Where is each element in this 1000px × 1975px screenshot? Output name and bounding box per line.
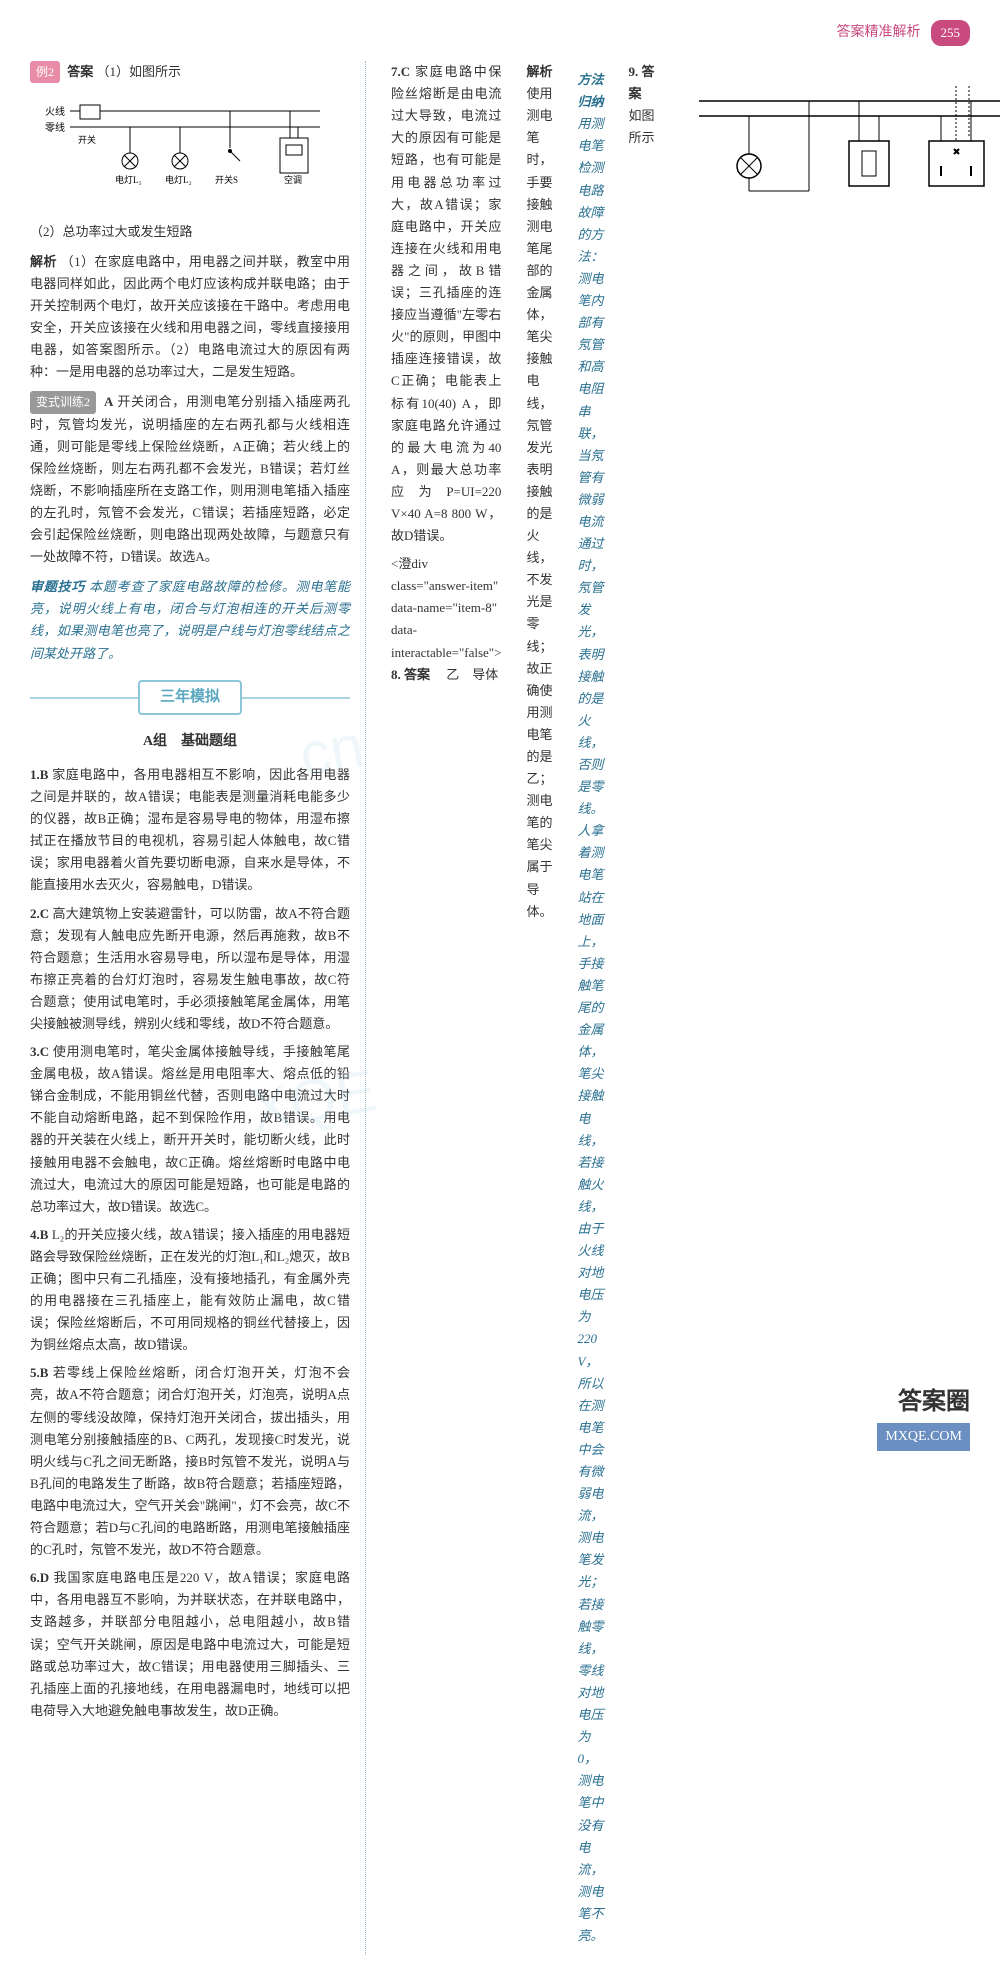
item-num: 9. xyxy=(628,64,638,79)
answer-label: 答案 xyxy=(67,64,93,79)
circuit-diagram-9: 火线 零线 xyxy=(679,71,1000,1945)
method-label: 方法归纳 xyxy=(577,72,603,109)
item-num: 6.D xyxy=(30,1570,49,1585)
group-a-title: A组 基础题组 xyxy=(30,730,350,754)
analysis-text: （1）在家庭电路中，用电器之间并联，教室中用电器同样如此，因此两个电灯应该构成并… xyxy=(30,254,350,379)
left-column: 例2 答案 （1）如图所示 火线 零线 空气 开关 电灯L₁ xyxy=(30,61,366,1955)
fire-label: 火线 xyxy=(45,105,65,118)
aircon-label: 空调 xyxy=(284,174,302,185)
header-title: 答案精准解析 xyxy=(837,21,921,45)
item-7: 7.C 家庭电路中保险丝熔断是由电流过大导致，电流过大的原因有可能是短路，也有可… xyxy=(391,61,501,547)
content-columns: 例2 答案 （1）如图所示 火线 零线 空气 开关 电灯L₁ xyxy=(30,61,970,1955)
variant2: 变式训练2 A 开关闭合，用测电笔分别插入插座两孔时，氖管均发光，说明插座的左右… xyxy=(30,391,350,568)
item-num: 2.C xyxy=(30,906,49,921)
example2-header: 例2 答案 （1）如图所示 xyxy=(30,61,350,83)
item-a4: 4.B L₂的开关应接火线，故A错误；接入插座的用电器短路会导致保险丝烧断，正在… xyxy=(30,1224,350,1357)
lamp2-label: 电灯L₂ xyxy=(165,174,192,185)
section-banner-text: 三年模拟 xyxy=(138,680,242,716)
exam-tip: 审题技巧 本题考查了家庭电路故障的检修。测电笔能亮，说明火线上有电，闭合与灯泡相… xyxy=(30,576,350,664)
item-a5: 5.B 若零线上保险丝熔断，闭合灯泡开关，灯泡不会亮，故A不符合题意；闭合灯泡开… xyxy=(30,1362,350,1561)
answer-text: （1）如图所示 xyxy=(97,64,182,79)
svg-text:开关: 开关 xyxy=(78,134,96,145)
item-text: 家庭电路中，各用电器相互不影响，因此各用电器之间是并联的，故A错误；电能表是测量… xyxy=(30,767,350,892)
item-num: 4.B xyxy=(30,1227,48,1242)
item-text: 使用测电笔时，笔尖金属体接触导线，手接触笔尾金属电极，故A错误。熔丝是用电阻率大… xyxy=(30,1044,350,1214)
example2-analysis: 解析 （1）在家庭电路中，用电器之间并联，教室中用电器同样如此，因此两个电灯应该… xyxy=(30,251,350,384)
page-header: 答案精准解析 255 xyxy=(30,20,970,46)
item-a1: 1.B 家庭电路中，各用电器相互不影响，因此各用电器之间是并联的，故A错误；电能… xyxy=(30,764,350,897)
answer-label: 答案 xyxy=(404,667,430,682)
analysis-text: 使用测电笔时，手要接触测电笔尾部的金属体，笔尖接触电线，氖管发光表明接触的是火线… xyxy=(526,86,552,918)
variant-label: 变式训练2 xyxy=(30,391,96,413)
item-a3: 3.C 使用测电笔时，笔尖金属体接触导线，手接触笔尾金属电极，故A错误。熔丝是用… xyxy=(30,1041,350,1218)
footer-logo-text: 答案圈 xyxy=(877,1382,970,1423)
method-title: 用测电笔检测电路故障的方法： xyxy=(577,116,603,264)
zero-label: 零线 xyxy=(45,121,65,134)
method-text1: 测电笔内部有氖管和高电阻串联，当氖管有微弱电流通过时，氖管发光，表明接触的是火线… xyxy=(577,268,603,820)
item-text: 高大建筑物上安装避雷针，可以防雷，故A不符合题意；发现有人触电应先断开电源，然后… xyxy=(30,906,350,1031)
answer: 乙 导体 xyxy=(446,667,498,682)
item-num: 7.C xyxy=(391,64,410,79)
footer-url: MXQE.COM xyxy=(877,1423,970,1451)
lamp1-label: 电灯L₁ xyxy=(115,174,142,185)
item-num: 5.B xyxy=(30,1365,48,1380)
item-9: 9. 答案 如图所示 xyxy=(628,61,654,1949)
item-text: 家庭电路中保险丝熔断是由电流过大导致，电流过大的原因有可能是短路，也有可能是用电… xyxy=(391,64,501,543)
exam-tip-label: 审题技巧 xyxy=(30,579,85,594)
circuit-diagram-1: 火线 零线 空气 开关 电灯L₁ 电灯L₂ xyxy=(30,93,350,210)
method-summary: 方法归纳 用测电笔检测电路故障的方法： 测电笔内部有氖管和高电阻串联，当氖管有微… xyxy=(577,69,603,1947)
item-text: 若零线上保险丝熔断，闭合灯泡开关，灯泡不会亮，故A不符合题意；闭合灯泡开关，灯泡… xyxy=(30,1365,350,1557)
page-number: 255 xyxy=(931,20,971,46)
item-a2: 2.C 高大建筑物上安装避雷针，可以防雷，故A不符合题意；发现有人触电应先断开电… xyxy=(30,903,350,1036)
example-label: 例2 xyxy=(30,61,60,83)
footer-logo: 答案圈 MXQE.COM xyxy=(877,1382,970,1451)
method-text2: 人拿着测电笔站在地面上，手接触笔尾的金属体，笔尖接触电线，若接触火线，由于火线对… xyxy=(577,820,603,1947)
item-a6: 6.D 我国家庭电路电压是220 V，故A错误；家庭电路中，各用电器互不影响，为… xyxy=(30,1567,350,1722)
item-num: 8. xyxy=(391,667,401,682)
item-8-analysis: 解析 使用测电笔时，手要接触测电笔尾部的金属体，笔尖接触电线，氖管发光表明接触的… xyxy=(526,61,552,1947)
item-num: 3.C xyxy=(30,1044,49,1059)
item-text: 我国家庭电路电压是220 V，故A错误；家庭电路中，各用电器互不影响，为并联状态… xyxy=(30,1570,350,1718)
answer: 如图所示 xyxy=(628,108,654,145)
analysis-label: 解析 xyxy=(30,254,57,269)
switch-label: 开关S xyxy=(215,174,238,185)
example2-sub2: （2）总功率过大或发生短路 xyxy=(30,221,350,243)
item-text: L₂的开关应接火线，故A错误；接入插座的用电器短路会导致保险丝烧断，正在发光的灯… xyxy=(30,1227,350,1352)
variant-text: 开关闭合，用测电笔分别插入插座两孔时，氖管均发光，说明插座的左右两孔都与火线相连… xyxy=(30,394,350,564)
right-column: 7.C 家庭电路中保险丝熔断是由电流过大导致，电流过大的原因有可能是短路，也有可… xyxy=(391,61,501,1955)
section-banner: 三年模拟 xyxy=(30,680,350,716)
analysis-label: 解析 xyxy=(526,64,552,79)
variant-answer: A xyxy=(104,394,113,409)
item-num: 1.B xyxy=(30,767,48,782)
